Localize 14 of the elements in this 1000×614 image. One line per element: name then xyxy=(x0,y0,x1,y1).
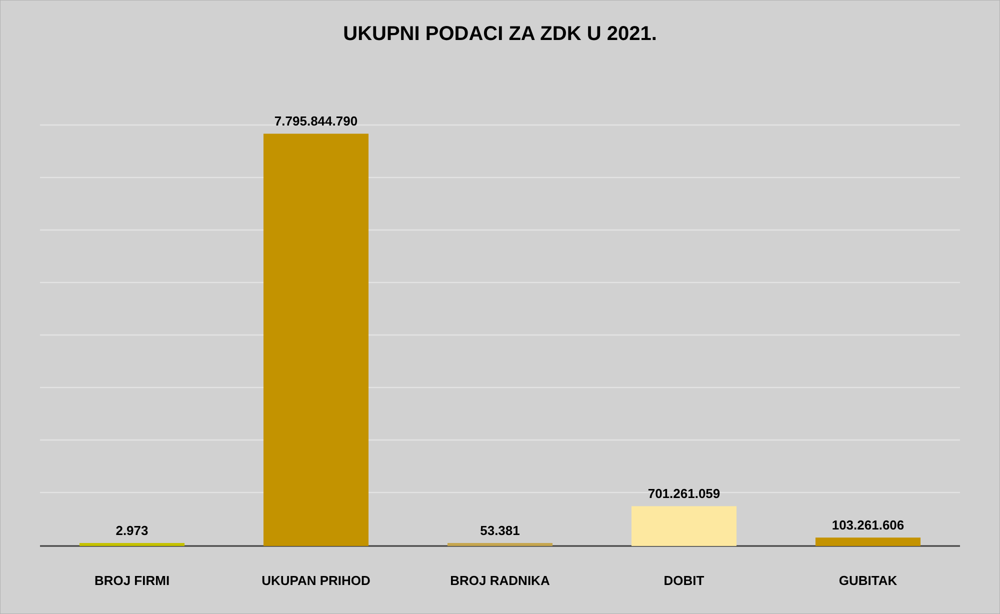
bar xyxy=(263,134,369,546)
x-tick-label: GUBITAK xyxy=(838,573,898,588)
data-label: 2.973 xyxy=(116,523,148,538)
chart-title: UKUPNI PODACI ZA ZDK U 2021. xyxy=(343,23,657,45)
x-tick-label: BROJ FIRMI xyxy=(94,573,170,588)
data-label: 53.381 xyxy=(480,522,520,538)
x-tick-label: BROJ RADNIKA xyxy=(450,573,550,588)
data-label: 7.795.844.790 xyxy=(274,114,358,129)
data-label: 701.261.059 xyxy=(648,486,720,502)
bar xyxy=(815,538,921,546)
bar xyxy=(631,506,737,546)
x-tick-label: DOBIT xyxy=(664,573,704,588)
data-label: 103.261.606 xyxy=(832,518,904,533)
x-tick-label: UKUPAN PRIHOD xyxy=(262,573,370,588)
